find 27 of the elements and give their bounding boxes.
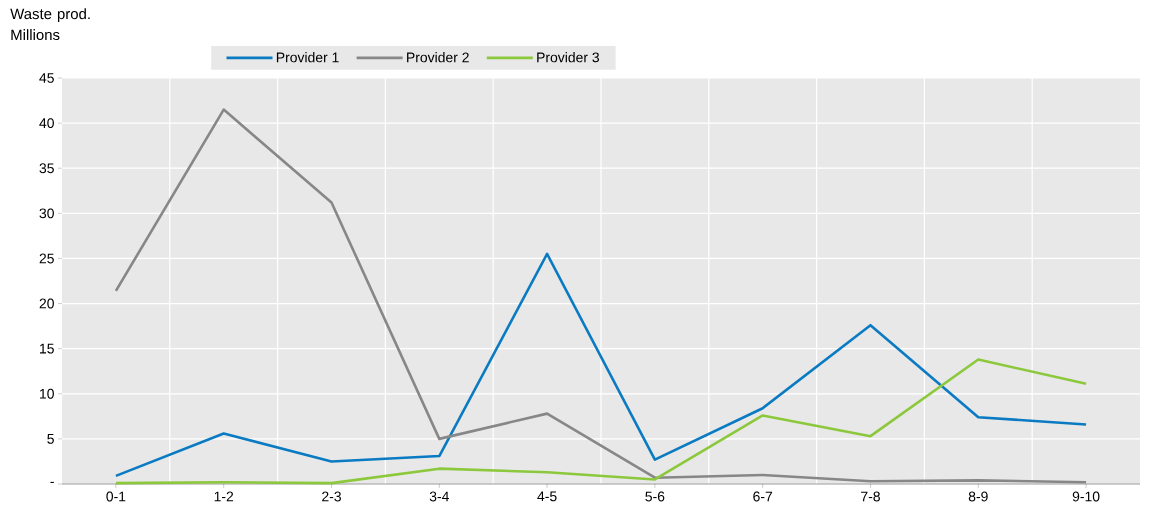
x-tick-label: 6-7 (753, 491, 773, 502)
x-tick-label: 4-5 (537, 491, 557, 502)
line-series (114, 252, 1088, 478)
y-axis-title: Waste prod. Millions (10, 8, 90, 41)
x-tick-label: 3-4 (429, 491, 449, 502)
y-tick-label: - (50, 481, 54, 483)
x-tick-label: 7-8 (861, 491, 880, 502)
x-tick-label: 1-2 (214, 491, 234, 502)
y-tick-label: 25 (39, 253, 54, 264)
line-series (114, 108, 1088, 484)
y-tick-label: 35 (39, 163, 54, 174)
y-tick-label: 20 (39, 298, 54, 309)
x-tick-label: 8-9 (968, 491, 988, 502)
y-tick-label: 10 (40, 388, 54, 399)
y-tick-label: 40 (39, 118, 54, 129)
legend-label: Provider 2 (407, 52, 469, 63)
y-tick-label: 5 (47, 434, 54, 444)
x-tick-label: 9-10 (1072, 491, 1100, 502)
legend-label: Provider 1 (276, 52, 339, 63)
line-series (114, 358, 1088, 485)
x-tick-label: 2-3 (322, 491, 341, 502)
legend-label: Provider 3 (537, 52, 600, 63)
y-tick-label: 30 (39, 208, 54, 219)
y-tick-label: 45 (39, 73, 54, 83)
x-tick-label: 0-1 (106, 491, 126, 502)
x-tick-label: 5-6 (645, 491, 665, 502)
y-tick-label: 15 (40, 343, 54, 354)
